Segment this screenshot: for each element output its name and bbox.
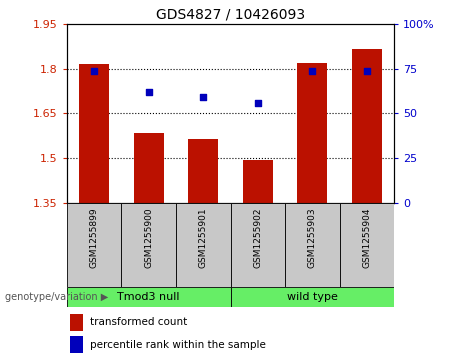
Bar (67, 203, 121, 287)
Bar (188, 139, 218, 203)
Text: percentile rank within the sample: percentile rank within the sample (90, 340, 266, 350)
Text: GSM1255902: GSM1255902 (253, 207, 262, 268)
Bar (340, 203, 394, 287)
Point (254, 100, 261, 106)
Bar (121, 203, 176, 287)
Bar (70, 314, 83, 331)
Text: genotype/variation ▶: genotype/variation ▶ (5, 292, 108, 302)
Bar (134, 133, 164, 203)
Bar (243, 160, 273, 203)
Bar (70, 336, 83, 354)
Bar (352, 49, 382, 203)
Text: wild type: wild type (287, 292, 338, 302)
Text: GSM1255899: GSM1255899 (89, 207, 99, 268)
Title: GDS4827 / 10426093: GDS4827 / 10426093 (156, 7, 305, 21)
Point (145, 89, 152, 95)
Bar (285, 203, 340, 287)
Text: GSM1255900: GSM1255900 (144, 207, 153, 268)
Point (363, 68, 371, 74)
Bar (297, 62, 327, 203)
Point (200, 94, 207, 100)
Point (309, 68, 316, 74)
Text: GSM1255903: GSM1255903 (308, 207, 317, 268)
Bar (176, 203, 230, 287)
Text: transformed count: transformed count (90, 317, 187, 327)
Bar (230, 203, 285, 287)
Text: Tmod3 null: Tmod3 null (118, 292, 180, 302)
Bar (67, 287, 230, 307)
Text: GSM1255904: GSM1255904 (362, 207, 372, 268)
Bar (230, 287, 394, 307)
Bar (79, 64, 109, 203)
Point (90, 68, 98, 74)
Text: GSM1255901: GSM1255901 (199, 207, 208, 268)
